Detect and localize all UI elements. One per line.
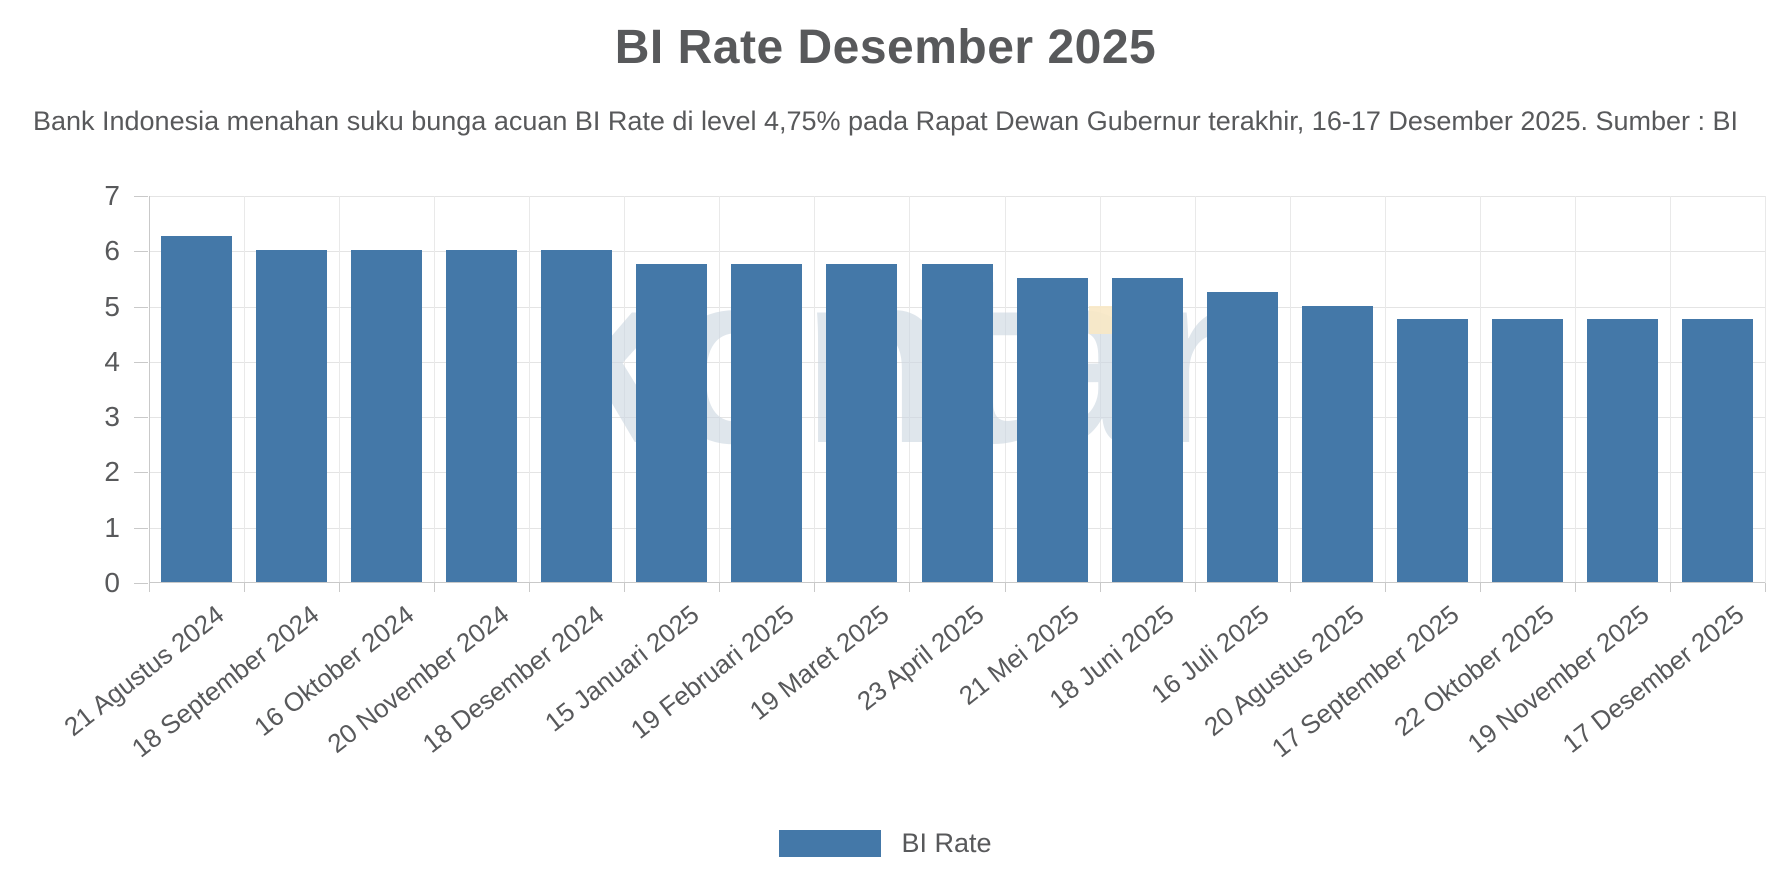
x-axis-tick-mark — [1194, 583, 1196, 592]
bar-17-september-2025[interactable] — [1396, 319, 1468, 582]
y-axis-tick-mark — [134, 361, 148, 363]
bar-15-januari-2025[interactable] — [636, 264, 708, 582]
x-gridline — [1289, 196, 1291, 583]
y-gridline — [149, 196, 1765, 197]
y-axis-tick-label: 7 — [104, 180, 120, 211]
y-axis-tick-mark — [134, 527, 148, 529]
y-axis-tick-label: 2 — [104, 456, 120, 488]
x-axis-tick-mark — [1004, 583, 1006, 592]
x-gridline — [1099, 196, 1101, 583]
x-axis-tick-mark — [434, 583, 436, 592]
bar-20-november-2024[interactable] — [446, 250, 518, 582]
bar-22-oktober-2025[interactable] — [1491, 319, 1563, 582]
x-axis-line — [149, 582, 1765, 583]
legend-label-bi-rate[interactable]: BI Rate — [901, 828, 992, 858]
x-gridline — [1669, 196, 1671, 583]
y-axis-tick-label: 0 — [104, 567, 120, 598]
bar-17-desember-2025[interactable] — [1681, 319, 1753, 582]
x-axis-tick-mark — [1765, 583, 1766, 592]
x-axis-tick-mark — [719, 583, 721, 592]
x-axis-category-label: 22 Oktober 2025 — [1388, 599, 1560, 742]
x-axis-tick-mark — [1479, 583, 1481, 592]
legend-swatch-bi-rate[interactable] — [779, 830, 882, 857]
bar-16-oktober-2024[interactable] — [351, 250, 423, 582]
chart-title: BI Rate Desember 2025 — [614, 21, 1157, 74]
y-gridline — [149, 251, 1765, 253]
x-gridline — [719, 196, 721, 583]
bar-21-mei-2025[interactable] — [1016, 277, 1088, 582]
x-axis-tick-mark — [244, 583, 246, 592]
bar-23-april-2025[interactable] — [921, 264, 993, 582]
x-axis-tick-mark — [339, 583, 341, 592]
x-axis-tick-mark — [1289, 583, 1291, 592]
x-gridline — [1574, 196, 1576, 583]
x-gridline — [624, 196, 626, 583]
x-gridline — [529, 196, 531, 583]
y-axis-tick-mark — [134, 417, 148, 419]
x-axis-tick-mark — [1384, 583, 1386, 592]
x-axis-tick-mark — [909, 583, 911, 592]
x-gridline — [434, 196, 436, 583]
y-axis-line — [149, 196, 150, 592]
x-axis-tick-mark — [814, 583, 816, 592]
x-gridline — [1004, 196, 1006, 583]
y-axis-tick-label: 4 — [104, 345, 120, 377]
chart-subtitle: Bank Indonesia menahan suku bunga acuan … — [32, 106, 1739, 136]
watermark-accent-square — [1089, 306, 1116, 334]
y-axis-tick-label: 5 — [104, 290, 120, 322]
x-axis-tick-mark — [1669, 583, 1671, 592]
legend: BI Rate — [0, 828, 1771, 859]
bar-19-februari-2025[interactable] — [731, 264, 803, 582]
y-axis-tick-mark — [134, 306, 148, 308]
x-gridline — [1194, 196, 1196, 583]
x-gridline — [244, 196, 246, 583]
x-axis-tick-mark — [1099, 583, 1101, 592]
y-axis-tick-label: 1 — [104, 511, 120, 543]
y-axis-tick-mark — [134, 251, 148, 253]
x-gridline — [1765, 196, 1766, 583]
bar-16-juli-2025[interactable] — [1206, 291, 1278, 582]
x-axis-tick-mark — [624, 583, 626, 592]
x-gridline — [909, 196, 911, 583]
y-axis-tick-mark — [134, 472, 148, 474]
bar-18-desember-2024[interactable] — [541, 250, 613, 582]
x-gridline — [1384, 196, 1386, 583]
bar-18-juni-2025[interactable] — [1111, 277, 1183, 582]
y-axis-tick-mark — [134, 196, 148, 197]
x-axis-category-label: 19 Februari 2025 — [624, 599, 800, 745]
x-axis-tick-mark — [1574, 583, 1576, 592]
y-axis-tick-label: 3 — [104, 401, 120, 433]
bar-18-september-2024[interactable] — [256, 250, 328, 582]
x-axis-category-label: 16 Oktober 2024 — [248, 599, 420, 742]
x-axis-category-label: 20 Agustus 2025 — [1198, 599, 1370, 742]
x-axis-category-label: 21 Agustus 2024 — [57, 599, 229, 742]
y-axis-tick-label: 6 — [104, 235, 120, 267]
x-gridline — [339, 196, 341, 583]
y-axis-tick-mark — [134, 583, 148, 584]
plot-area — [149, 196, 1766, 592]
x-axis-tick-mark — [529, 583, 531, 592]
bar-19-november-2025[interactable] — [1586, 319, 1658, 582]
bar-19-maret-2025[interactable] — [826, 264, 898, 582]
bar-21-agustus-2024[interactable] — [161, 236, 233, 582]
x-gridline — [1479, 196, 1481, 583]
bar-20-agustus-2025[interactable] — [1301, 305, 1373, 582]
x-gridline — [814, 196, 816, 583]
